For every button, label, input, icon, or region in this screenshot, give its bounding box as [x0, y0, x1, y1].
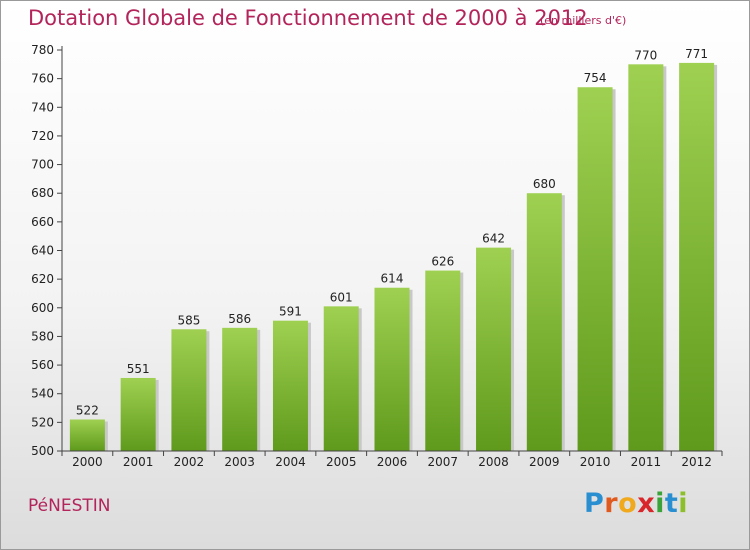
y-tick-label-580: 580	[31, 329, 54, 343]
bars-group: 522 551 585 586 591 601 614 626 642 680 754 770 771	[69, 47, 718, 452]
data-label-2003: 586	[228, 312, 251, 326]
bar-2001	[120, 377, 156, 451]
y-tick-label-660: 660	[31, 215, 54, 229]
data-label-2001: 551	[127, 362, 150, 376]
data-label-2009: 680	[533, 177, 556, 191]
bar-2007	[425, 270, 461, 451]
x-tick-label-2009: 2009	[529, 455, 560, 469]
y-tick-label-500: 500	[31, 444, 54, 458]
y-tick-label-680: 680	[31, 186, 54, 200]
y-tick-label-600: 600	[31, 301, 54, 315]
x-tick-label-2007: 2007	[427, 455, 458, 469]
bar-2003	[222, 327, 258, 451]
data-label-2012: 771	[685, 47, 708, 61]
x-tick-label-2001: 2001	[123, 455, 154, 469]
y-tick-label-760: 760	[31, 72, 54, 86]
x-tick-label-2010: 2010	[580, 455, 611, 469]
bar-2004	[272, 320, 308, 451]
x-tick-label-2012: 2012	[681, 455, 712, 469]
x-tick-label-2000: 2000	[72, 455, 103, 469]
y-tick-label-560: 560	[31, 358, 54, 372]
x-tick-label-2008: 2008	[478, 455, 509, 469]
y-tick-label-720: 720	[31, 129, 54, 143]
bar-2006	[374, 287, 410, 451]
bar-2011	[628, 64, 664, 452]
x-tick-label-2006: 2006	[377, 455, 408, 469]
bar-2005	[323, 306, 359, 451]
x-tick-label-2011: 2011	[631, 455, 662, 469]
x-tick-label-2004: 2004	[275, 455, 306, 469]
data-label-2007: 626	[431, 255, 454, 269]
data-label-2004: 591	[279, 305, 302, 319]
y-tick-label-540: 540	[31, 387, 54, 401]
data-label-2010: 754	[584, 71, 607, 85]
bar-2009	[526, 193, 562, 451]
axes-group: 2000 2001 2002 2003 2004 2005 2006 2007 2008 2009…	[31, 43, 723, 469]
data-label-2005: 601	[330, 290, 353, 304]
data-label-2006: 614	[381, 272, 404, 286]
y-tick-label-640: 640	[31, 244, 54, 258]
bar-2012	[679, 62, 715, 452]
commune-name: PéNESTIN	[28, 496, 111, 516]
bar-2008	[476, 247, 512, 451]
data-label-2008: 642	[482, 232, 505, 246]
y-tick-label-740: 740	[31, 100, 54, 114]
x-tick-label-2002: 2002	[174, 455, 205, 469]
y-tick-label-620: 620	[31, 272, 54, 286]
bar-2000	[69, 419, 105, 451]
x-tick-label-2003: 2003	[224, 455, 255, 469]
y-tick-label-780: 780	[31, 43, 54, 57]
chart-title: Dotation Globale de Fonctionnement de 20…	[28, 6, 588, 30]
y-tick-label-700: 700	[31, 158, 54, 172]
data-label-2002: 585	[177, 313, 200, 327]
data-label-2000: 522	[76, 403, 99, 417]
y-tick-label-520: 520	[31, 415, 54, 429]
bar-2002	[171, 329, 207, 451]
chart-unit-label: (en milliers d'€)	[540, 14, 627, 27]
proxiti-logo[interactable]: Proxiti	[584, 488, 689, 519]
data-label-2011: 770	[634, 48, 657, 62]
x-tick-label-2005: 2005	[326, 455, 357, 469]
bar-2010	[577, 87, 613, 451]
